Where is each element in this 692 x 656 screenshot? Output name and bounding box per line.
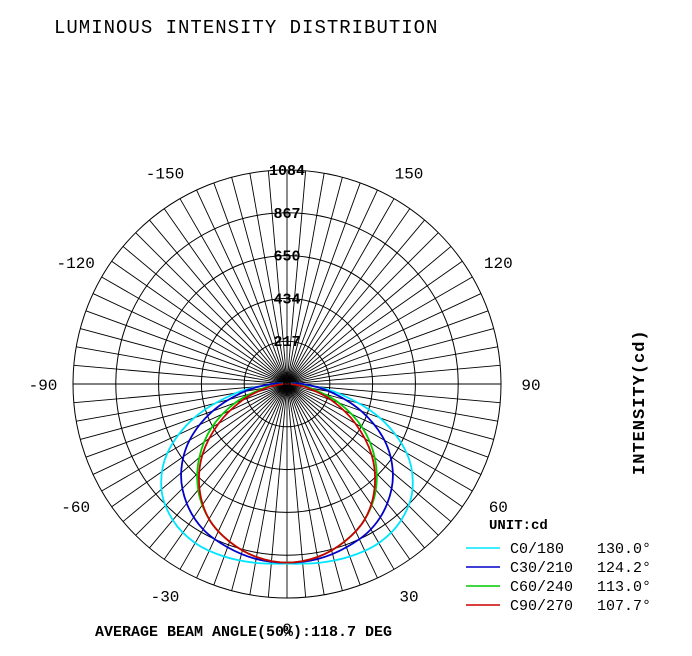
grid-spoke [231, 177, 288, 385]
grid-spoke [196, 383, 288, 579]
grid-spoke [122, 246, 288, 385]
grid-spoke [231, 383, 288, 591]
ring-tick-label: 867 [273, 206, 300, 223]
grid-spoke [135, 232, 288, 385]
angle-tick-label: -60 [61, 499, 90, 517]
grid-spoke [135, 383, 288, 536]
ring-tick-label: 1084 [269, 163, 305, 180]
angle-tick-label: -150 [146, 166, 184, 184]
grid-spoke [196, 189, 288, 385]
intensity-curves [160, 382, 414, 565]
angle-tick-labels: 0 30 60 90 120 150 -30 -60 -90 -120 -150 [29, 166, 541, 639]
ring-tick-labels: 1084 867 650 434 217 0 [269, 163, 305, 394]
grid-spoke [286, 383, 463, 508]
angle-tick-label: 0 [282, 621, 292, 639]
legend-beam-angle: 124.2° [597, 560, 651, 577]
grid-spoke [92, 383, 288, 475]
unit-label: UNIT:cd [489, 518, 548, 534]
polar-grid [72, 169, 502, 599]
grid-spoke [286, 346, 498, 385]
legend-beam-angle: 130.0° [597, 541, 651, 558]
grid-spoke [286, 208, 411, 385]
chart-title: LUMINOUS INTENSITY DISTRIBUTION [54, 17, 438, 39]
grid-spoke [179, 383, 288, 570]
grid-spoke [286, 246, 452, 385]
grid-spoke [179, 198, 288, 385]
grid-spoke [80, 328, 288, 385]
ring-tick-label: 217 [273, 334, 300, 351]
grid-spoke [111, 260, 288, 385]
angle-tick-label: 150 [395, 166, 424, 184]
grid-spoke [286, 383, 361, 586]
grid-spoke [286, 293, 482, 385]
grid-spoke [286, 383, 498, 422]
grid-spoke [286, 276, 473, 385]
grid-spoke [76, 383, 288, 422]
grid-spoke [286, 219, 425, 385]
grid-spoke [286, 383, 482, 475]
grid-spoke [73, 364, 288, 385]
grid-spoke [286, 260, 463, 385]
grid-spoke [286, 328, 494, 385]
beam-angle-footer: AVERAGE BEAM ANGLE(50%):118.7 DEG [95, 624, 392, 641]
angle-tick-label: -120 [56, 255, 94, 273]
grid-spoke [286, 173, 325, 385]
grid-spoke [249, 173, 288, 385]
curve-c0-180 [160, 382, 414, 565]
ring-tick-label: 434 [273, 291, 300, 308]
legend-series-name: C0/180 [510, 541, 564, 558]
legend-series-name: C30/210 [510, 560, 573, 577]
curve-c90-270 [198, 382, 376, 564]
grid-spoke [286, 383, 439, 536]
grid-spoke [286, 383, 501, 404]
grid-spoke [286, 170, 307, 385]
grid-spoke [286, 383, 343, 591]
grid-spoke [286, 383, 378, 579]
grid-spoke [73, 383, 288, 404]
legend-series-name: C90/270 [510, 598, 573, 615]
grid-spoke [286, 383, 473, 492]
grid-spoke [213, 383, 288, 586]
grid-spoke [286, 364, 501, 385]
angle-tick-label: -30 [151, 588, 180, 606]
grid-spoke [76, 346, 288, 385]
grid-spoke [286, 189, 378, 385]
legend: UNIT:cd C0/180 130.0° C30/210 124.2° C60/240… [466, 518, 651, 615]
grid-spoke [149, 219, 288, 385]
grid-spoke [92, 293, 288, 385]
grid-spoke [286, 383, 411, 560]
grid-spoke [286, 182, 361, 385]
grid-spoke [122, 383, 288, 522]
grid-spoke [163, 208, 288, 385]
grid-spoke [286, 383, 452, 522]
grid-spoke [286, 383, 307, 598]
legend-series-name: C60/240 [510, 579, 573, 596]
ring-tick-label: 0 [282, 377, 291, 394]
legend-beam-angle: 113.0° [597, 579, 651, 596]
grid-spoke [213, 182, 288, 385]
grid-spoke [267, 170, 288, 385]
angle-tick-label: 120 [484, 255, 513, 273]
grid-spoke [101, 276, 288, 385]
grid-spoke [267, 383, 288, 598]
grid-spoke [101, 383, 288, 492]
grid-spoke [286, 383, 395, 570]
grid-spoke [111, 383, 288, 508]
angle-tick-label: -90 [29, 377, 58, 395]
grid-spoke [286, 310, 489, 385]
grid-spoke [85, 383, 288, 458]
grid-spoke [286, 383, 489, 458]
grid-spoke [286, 198, 395, 385]
grid-spoke [163, 383, 288, 560]
angle-tick-label: 90 [521, 377, 540, 395]
grid-spoke [286, 177, 343, 385]
grid-spoke [85, 310, 288, 385]
ring-tick-label: 650 [273, 249, 300, 266]
angle-tick-label: 30 [399, 588, 418, 606]
y-axis-label: INTENSITY(cd) [631, 329, 650, 475]
legend-beam-angle: 107.7° [597, 598, 651, 615]
grid-spoke [286, 232, 439, 385]
angle-tick-label: 60 [489, 499, 508, 517]
